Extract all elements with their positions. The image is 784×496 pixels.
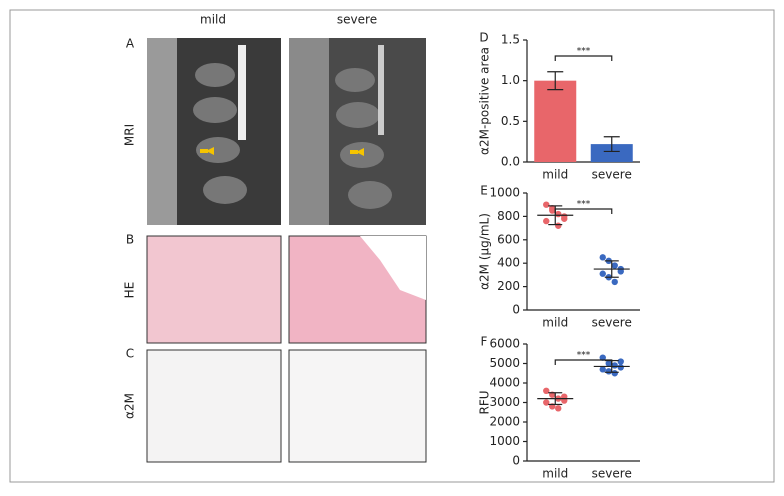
y-tick-label: 2000 bbox=[489, 415, 520, 429]
data-point bbox=[617, 268, 624, 275]
data-point bbox=[599, 254, 606, 261]
column-label: mild bbox=[200, 13, 226, 27]
he-mild-image bbox=[146, 235, 282, 344]
y-tick-label: 6000 bbox=[489, 337, 520, 351]
data-point bbox=[617, 364, 624, 371]
y-tick-label: 5000 bbox=[489, 356, 520, 370]
significance-bracket bbox=[554, 55, 613, 61]
y-tick-label: 1.5 bbox=[501, 33, 520, 47]
significance-bracket bbox=[554, 359, 613, 365]
y-tick-label: 200 bbox=[497, 279, 520, 293]
significance-bracket bbox=[554, 208, 613, 214]
y-axis-label: α2M-positive area bbox=[478, 47, 492, 155]
row-label: MRI bbox=[123, 124, 137, 146]
y-tick-label: 600 bbox=[497, 232, 520, 246]
panel-letter: F bbox=[481, 335, 488, 349]
data-point bbox=[599, 270, 606, 277]
bar bbox=[534, 80, 577, 162]
x-tick-label: mild bbox=[542, 467, 568, 481]
significance-label: *** bbox=[577, 47, 591, 57]
bar bbox=[590, 144, 633, 162]
x-tick-label: severe bbox=[592, 467, 632, 481]
data-point bbox=[617, 358, 624, 365]
mri-mild-image bbox=[147, 38, 281, 225]
data-point bbox=[555, 405, 562, 412]
y-tick-label: 1000 bbox=[489, 186, 520, 200]
panel-letter: D bbox=[479, 31, 488, 45]
frame bbox=[9, 9, 775, 483]
x-tick-label: mild bbox=[542, 316, 568, 330]
data-point bbox=[561, 213, 568, 220]
y-tick-label: 3000 bbox=[489, 395, 520, 409]
a2m-mild-image bbox=[146, 349, 282, 463]
significance-label: *** bbox=[577, 200, 591, 210]
data-point bbox=[611, 370, 618, 377]
y-tick-label: 0.0 bbox=[501, 155, 520, 169]
data-point bbox=[555, 222, 562, 229]
data-point bbox=[611, 278, 618, 286]
a2m-severe-image bbox=[288, 349, 427, 463]
data-point bbox=[549, 207, 556, 214]
x-tick-label: mild bbox=[542, 168, 568, 182]
mri-severe-image bbox=[289, 38, 426, 225]
data-point bbox=[543, 217, 550, 225]
y-tick-label: 1000 bbox=[489, 434, 520, 448]
data-point bbox=[599, 366, 606, 373]
data-point bbox=[605, 368, 612, 375]
data-point bbox=[555, 210, 562, 218]
panel-letter: C bbox=[126, 347, 134, 361]
y-tick-label: 0.5 bbox=[501, 114, 520, 128]
x-tick-label: severe bbox=[592, 316, 632, 330]
x-tick-label: severe bbox=[592, 168, 632, 182]
panel-letter: B bbox=[126, 233, 134, 247]
data-point bbox=[543, 201, 550, 208]
y-axis-label: RFU bbox=[478, 390, 492, 414]
y-tick-label: 1.0 bbox=[501, 73, 520, 87]
panel-letter: A bbox=[126, 37, 135, 51]
row-label: α2M bbox=[123, 393, 137, 419]
data-point bbox=[611, 362, 618, 369]
y-tick-label: 4000 bbox=[489, 376, 520, 390]
y-tick-label: 0 bbox=[512, 454, 520, 468]
y-axis-label: α2M (μg/mL) bbox=[478, 213, 492, 290]
data-point bbox=[599, 354, 606, 361]
data-point bbox=[605, 360, 612, 367]
panel-letter: E bbox=[480, 184, 488, 198]
he-severe-image bbox=[288, 235, 427, 344]
column-label: severe bbox=[337, 13, 377, 27]
y-tick-label: 0 bbox=[512, 303, 520, 317]
y-tick-label: 800 bbox=[497, 209, 520, 223]
data-point bbox=[611, 262, 618, 269]
data-point bbox=[543, 387, 550, 394]
y-tick-label: 400 bbox=[497, 256, 520, 270]
data-point bbox=[543, 399, 550, 406]
row-label: HE bbox=[123, 282, 137, 299]
significance-label: *** bbox=[577, 351, 591, 361]
